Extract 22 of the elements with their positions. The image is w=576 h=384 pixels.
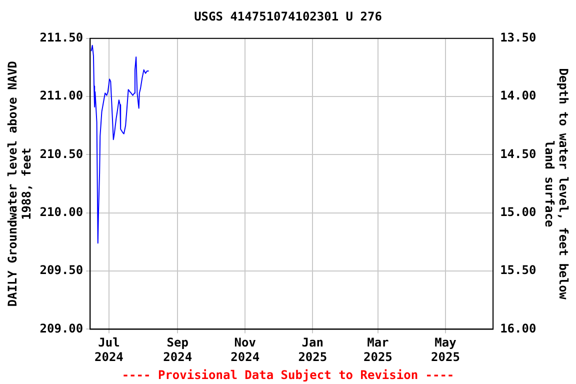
y-tick-label: 211.00 bbox=[40, 88, 84, 103]
y-tick-label: 209.00 bbox=[40, 321, 84, 336]
y2-tick-label: 15.50 bbox=[500, 263, 536, 278]
y-tick-label: 210.00 bbox=[40, 205, 84, 220]
y-tick-label: 209.50 bbox=[40, 263, 84, 278]
text: ---- Provisional Data Subject to Revision ---- bbox=[122, 368, 454, 382]
y2-tick-label: 14.00 bbox=[500, 88, 536, 103]
y-axis-title: DAILY Groundwater level above NAVD 1988, feet bbox=[5, 60, 34, 307]
y-tick-label: 210.50 bbox=[40, 146, 84, 161]
x-tick-label: Sep 2024 bbox=[163, 336, 192, 364]
y2-tick-label: 16.00 bbox=[500, 321, 536, 336]
y2-tick-label: 14.50 bbox=[500, 146, 536, 161]
y2-tick-label: 15.00 bbox=[500, 205, 536, 220]
x-tick-label: Jan 2025 bbox=[298, 336, 328, 364]
y-tick-label: 211.50 bbox=[40, 30, 84, 45]
y2-tick-label: 13.50 bbox=[500, 30, 536, 45]
x-tick-label: Mar 2025 bbox=[364, 336, 392, 364]
y2-axis-title: Depth to water level, feet below land surface bbox=[542, 68, 571, 300]
x-tick-label: Nov 2024 bbox=[230, 336, 260, 364]
chart-title: USGS 414751074102301 U 276 bbox=[194, 9, 382, 24]
x-tick-label: May 2025 bbox=[431, 336, 460, 364]
x-tick-label: Jul 2024 bbox=[94, 336, 124, 364]
